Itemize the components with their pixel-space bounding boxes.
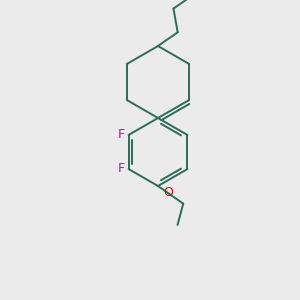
Text: F: F (117, 128, 124, 140)
Text: O: O (163, 186, 173, 200)
Text: F: F (117, 161, 124, 175)
